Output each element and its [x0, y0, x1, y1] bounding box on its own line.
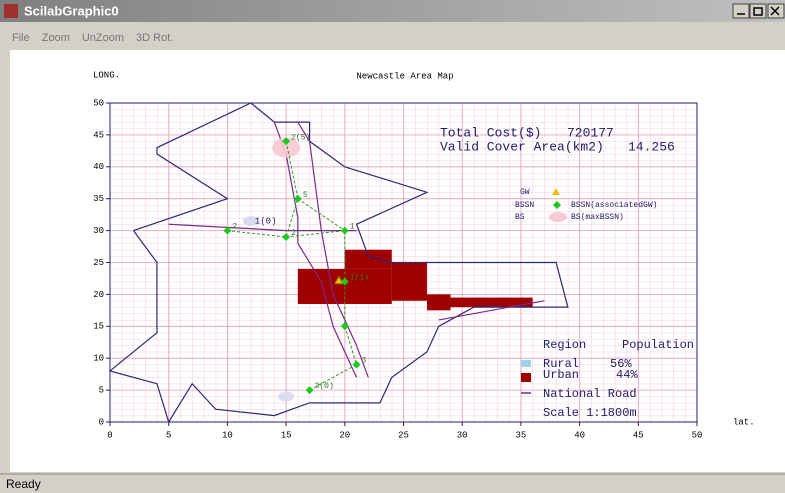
urban-block: [450, 297, 533, 308]
legend-gw-mark: [552, 188, 560, 195]
sensor-node: [305, 386, 314, 395]
y-tick-label: 20: [93, 290, 104, 300]
urban-block: [344, 249, 392, 269]
sensor-link: [227, 141, 358, 391]
sensor-node: [282, 232, 291, 241]
app-icon: [4, 4, 18, 18]
node-label: 3(0): [315, 382, 334, 391]
total-cost-label: Total Cost($): [440, 125, 541, 140]
legend-urban: Urban: [543, 368, 579, 382]
y-tick-label: 10: [93, 354, 104, 364]
title-bar: [0, 0, 785, 22]
base-station: [242, 216, 259, 227]
plot: 0 5 10 15 20 25 30 35 40 45 5005101520253035404550…: [93, 98, 702, 440]
node-label: 5: [303, 191, 308, 200]
node-label: 2: [291, 229, 296, 238]
x-tick-label: 20: [339, 430, 350, 440]
legend-region: Region: [543, 338, 586, 352]
legend-rural-pop: 56%: [610, 357, 632, 371]
node-label: 3: [362, 357, 367, 366]
status-text: Ready: [6, 477, 41, 491]
plot-frame: [109, 102, 698, 423]
y-axis-label: LONG.: [93, 70, 120, 80]
bs-label: 1(0): [255, 216, 277, 226]
maximize-button[interactable]: [749, 3, 767, 19]
map-title: Newcastle Area Map: [356, 71, 453, 81]
y-tick-label: 5: [99, 385, 104, 395]
sensor-node: [223, 226, 232, 235]
gateway: [334, 275, 344, 285]
legend-bssn-gw: BSSN(associatedGW): [571, 201, 657, 210]
legend-rural: Rural: [543, 357, 579, 371]
sensor-node: [340, 226, 349, 235]
window-title: ScilabGraphic0: [24, 3, 119, 18]
x-tick-label: 25: [398, 430, 409, 440]
x-tick-label: 10: [222, 430, 233, 440]
minimize-button[interactable]: [732, 3, 750, 19]
menu-item[interactable]: 3D Rot.: [136, 32, 173, 44]
sensor-node: [352, 360, 361, 369]
y-tick-label: 40: [93, 162, 104, 172]
sensor-node: [340, 322, 349, 331]
total-cost: 720177: [567, 125, 614, 140]
x-tick-label: 35: [515, 430, 526, 440]
x-tick-label: 30: [457, 430, 468, 440]
y-tick-label: 50: [93, 98, 104, 108]
x-tick-label: 50: [692, 430, 703, 440]
status-bar: [0, 474, 785, 493]
y-tick-label: 45: [93, 130, 104, 140]
urban-block: [426, 294, 451, 311]
y-tick-label: 0: [99, 417, 104, 427]
x-tick-label: 5: [166, 430, 171, 440]
legend-gw: GW: [520, 188, 530, 197]
cover-label: Valid Cover Area(km2): [440, 139, 604, 154]
sensor-node: [282, 137, 291, 146]
node-label: 2: [232, 223, 237, 232]
y-tick-label: 35: [93, 194, 104, 204]
legend-urban-swatch: [521, 373, 531, 382]
legend-rural-swatch: [521, 360, 531, 367]
node-label: 1(1): [350, 274, 369, 283]
node-label: 2(5): [291, 133, 310, 142]
legend-bssn: BSSN: [515, 201, 534, 210]
y-tick-label: 25: [93, 258, 104, 268]
menu-item[interactable]: UnZoom: [82, 32, 124, 44]
window-buttons[interactable]: [732, 3, 785, 19]
legend-bs: BS: [515, 213, 525, 222]
cover-area: 14.256: [628, 139, 675, 154]
urban-block: [391, 262, 427, 301]
legend-bssn-mark: [553, 201, 561, 209]
national-road: [168, 121, 545, 378]
x-tick-label: 15: [281, 430, 292, 440]
x-tick-label: 45: [633, 430, 644, 440]
legend-bs-mark: [549, 212, 567, 222]
x-tick-label: 0: [107, 430, 112, 440]
legend-population: Population: [622, 338, 694, 352]
sensor-node: [293, 194, 302, 203]
node-label: 1: [350, 223, 355, 232]
y-tick-label: 15: [93, 322, 104, 332]
legend-bs-max: BS(maxBSSN): [571, 213, 624, 222]
legend-urban-pop: 44%: [616, 368, 638, 382]
menu-bar: File Zoom UnZoom 3D Rot.: [12, 32, 173, 44]
base-station: [278, 391, 295, 402]
y-tick-label: 30: [93, 226, 104, 236]
legend-scale: Scale 1:1800m: [543, 406, 637, 420]
base-station: [272, 137, 301, 158]
x-axis-label: lat.: [733, 417, 755, 427]
x-tick-label: 40: [574, 430, 585, 440]
menu-item[interactable]: File: [12, 32, 30, 44]
sensor-node: [340, 277, 349, 286]
legend-road: National Road: [543, 387, 637, 401]
menu-item[interactable]: Zoom: [42, 32, 70, 44]
